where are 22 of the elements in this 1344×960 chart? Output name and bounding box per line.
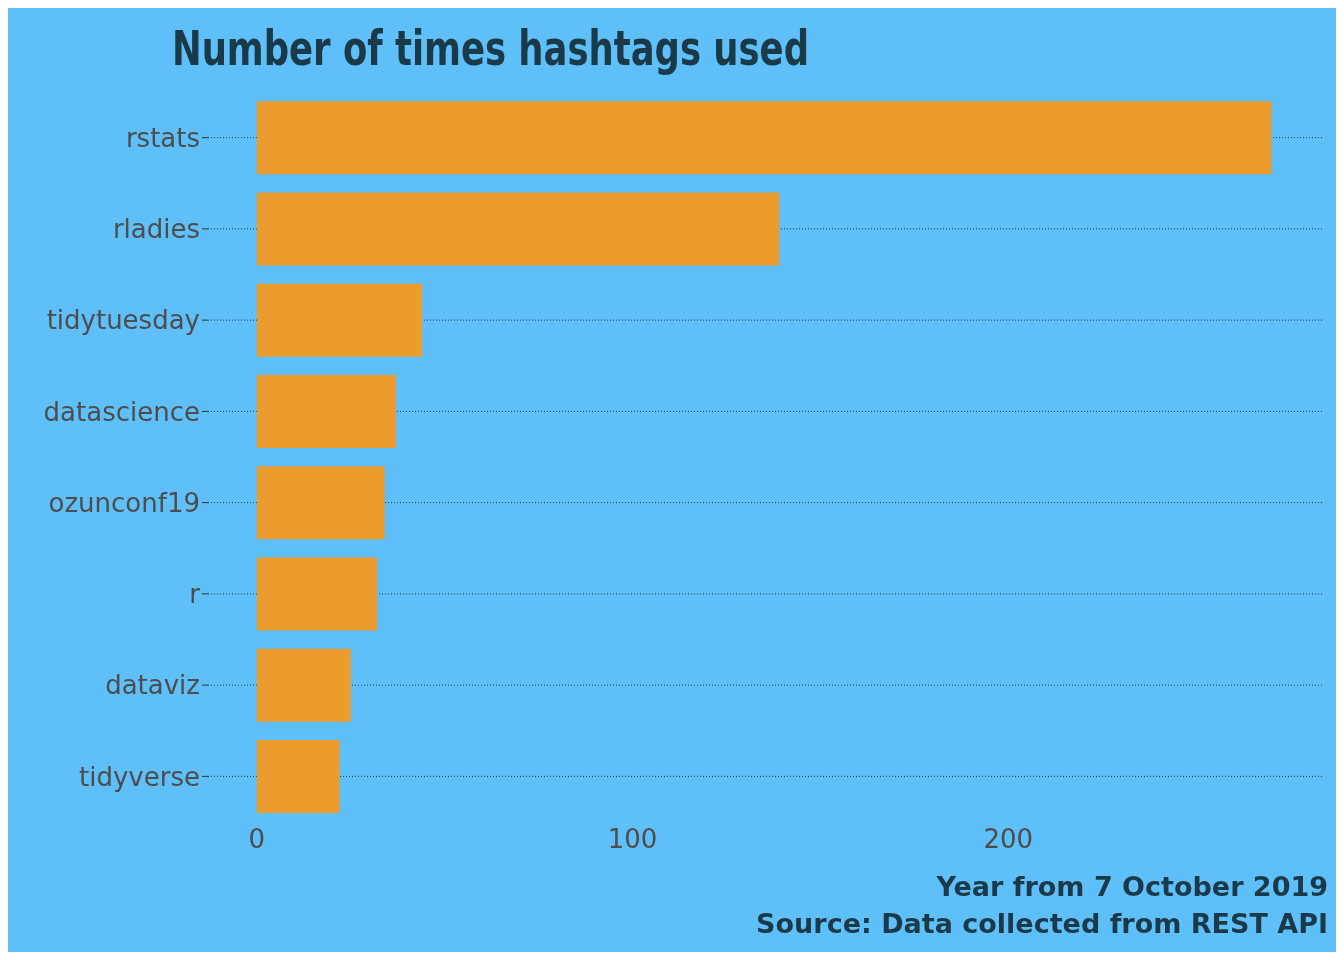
text: Year from 7 October 2019 bbox=[935, 870, 1328, 904]
bar bbox=[256, 739, 340, 813]
y-tick-label: tidytuesday bbox=[46, 305, 200, 336]
y-tick-label: dataviz bbox=[105, 670, 200, 701]
bar bbox=[256, 648, 351, 722]
bar bbox=[256, 374, 396, 448]
chart-title: Number of times hashtags used bbox=[171, 19, 810, 78]
x-tick-label: 200 bbox=[983, 824, 1034, 855]
y-tick-label: datascience bbox=[43, 396, 200, 427]
bar bbox=[256, 466, 385, 540]
x-tick-label: 0 bbox=[248, 824, 266, 855]
y-tick-label: r bbox=[189, 579, 201, 610]
x-tick-label: 100 bbox=[607, 824, 658, 855]
y-tick-label: ozunconf19 bbox=[48, 487, 200, 518]
bar bbox=[256, 557, 378, 631]
y-tick-label: tidyverse bbox=[79, 761, 200, 792]
y-tick-label: rladies bbox=[112, 214, 200, 245]
y-tick-label: rstats bbox=[125, 122, 200, 153]
source-note: Source: Data collected from REST API bbox=[756, 907, 1328, 941]
bar bbox=[256, 101, 1272, 175]
bar bbox=[256, 192, 780, 266]
bar bbox=[256, 283, 423, 357]
